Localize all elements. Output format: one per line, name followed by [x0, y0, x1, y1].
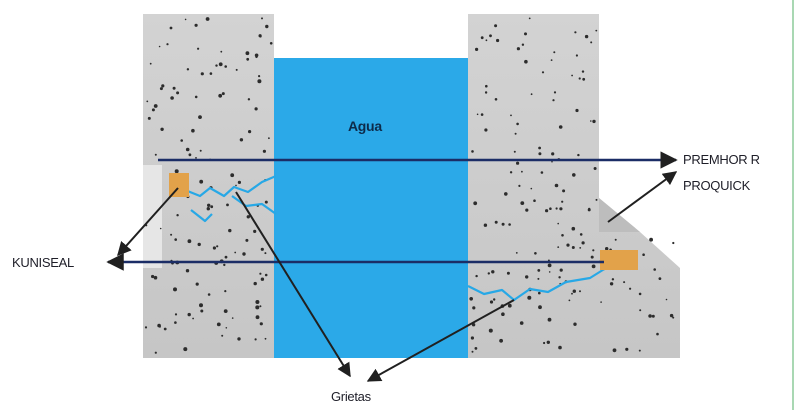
cracks-label: Grietas	[331, 389, 371, 404]
water-body	[274, 58, 468, 358]
crack-lines	[184, 174, 607, 302]
concrete-aggregate-dots	[144, 17, 675, 354]
page-edge-line	[792, 0, 794, 410]
left-concrete-wall	[143, 14, 274, 358]
seal-right	[600, 250, 638, 270]
water-label: Agua	[348, 118, 382, 134]
proquick-label: PROQUICK	[683, 178, 750, 193]
premhor-label: PREMHOR R	[683, 152, 760, 167]
right-concrete-wall	[468, 14, 680, 358]
pointer-arrows	[117, 171, 678, 382]
kuniseal-label: KUNISEAL	[12, 255, 74, 270]
